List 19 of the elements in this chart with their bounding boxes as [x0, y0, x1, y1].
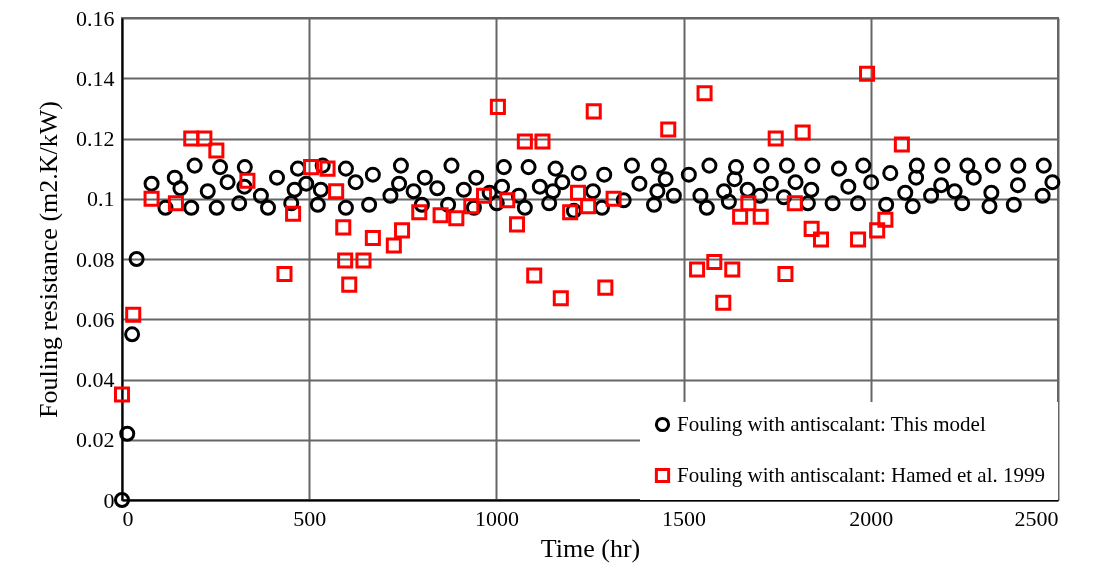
y-axis-title: Fouling resistance (m2.K/kW): [34, 101, 63, 418]
y-tick-label: 0.02: [76, 427, 115, 453]
x-tick-label: 1500: [662, 505, 707, 531]
y-tick-label: 0.04: [76, 367, 115, 392]
x-tick-label: 2500: [1014, 505, 1059, 531]
y-tick-label: 0.06: [76, 306, 115, 332]
y-tick-label: 0.12: [76, 126, 115, 151]
legend-label: Fouling with antiscalant: This model: [677, 411, 986, 436]
x-tick-label: 0: [122, 505, 134, 531]
y-tick-label: 0.14: [76, 65, 115, 91]
y-tick-label: 0.08: [76, 246, 115, 272]
x-axis-title: Time (hr): [540, 533, 641, 563]
y-tick-label: 0.1: [87, 186, 115, 212]
y-tick-label: 0: [103, 487, 115, 513]
x-tick-label: 1000: [474, 505, 519, 531]
x-tick-label: 2000: [849, 505, 894, 531]
legend-label: Fouling with antiscalant: Hamed et al. 1999: [677, 462, 1046, 487]
x-tick-label: 500: [293, 505, 327, 531]
y-tick-label: 0.16: [76, 5, 115, 31]
